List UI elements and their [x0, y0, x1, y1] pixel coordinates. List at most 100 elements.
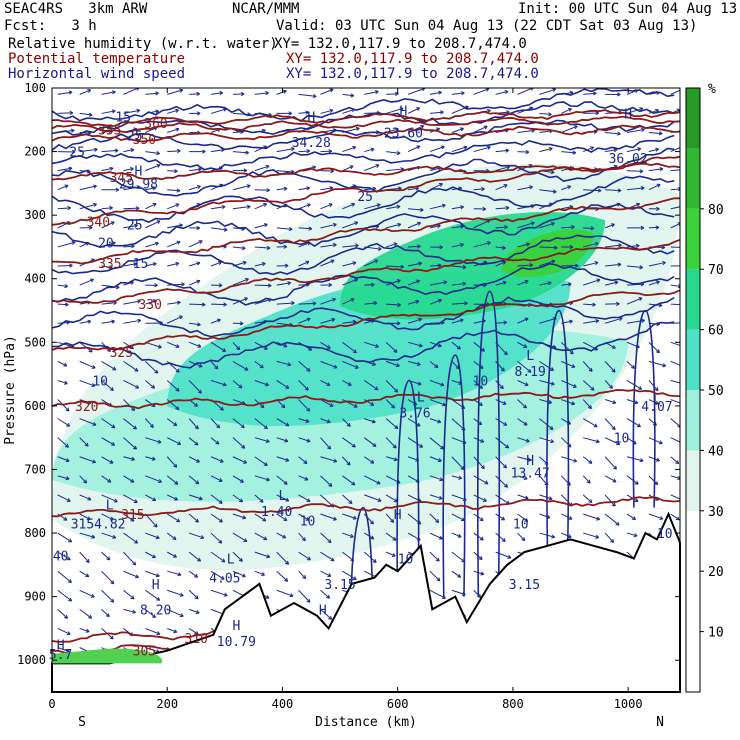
wind-vector — [626, 532, 638, 537]
extremum-label: 23.60 — [384, 127, 423, 142]
wind-vector-head — [175, 406, 180, 411]
wind-vector — [123, 456, 135, 461]
wind-contour-label: 10 — [92, 374, 108, 389]
wind-vector-head — [437, 298, 442, 303]
wind-vector — [451, 456, 465, 470]
wind-vector — [167, 627, 177, 633]
wind-vector-head — [418, 317, 423, 322]
wind-vector — [79, 320, 91, 324]
wind-vector — [451, 319, 464, 324]
wind-vector-head — [372, 443, 377, 447]
wind-vector — [298, 551, 311, 561]
wind-vector-head — [611, 368, 616, 373]
wind-vector-head — [352, 515, 357, 520]
wind-vector-head — [595, 319, 600, 324]
wind-vector-head — [85, 628, 90, 633]
wind-vector-head — [399, 107, 404, 112]
wind-vector-head — [156, 163, 161, 168]
wind-vector — [298, 361, 311, 372]
wind-vector-head — [435, 518, 440, 523]
wind-vector-head — [312, 301, 317, 306]
wind-vector-head — [639, 169, 644, 174]
wind-vector-head — [659, 167, 664, 172]
wind-vector-head — [530, 221, 535, 226]
wind-vector-head — [571, 364, 576, 368]
wind-vector — [451, 146, 468, 153]
wind-vector — [386, 303, 401, 306]
wind-vector — [254, 513, 267, 522]
wind-vector-head — [593, 423, 598, 428]
wind-vector — [517, 513, 529, 522]
wind-vector-head — [590, 146, 595, 151]
wind-vector — [254, 456, 268, 466]
wind-vector — [101, 149, 119, 153]
wind-vector — [539, 360, 554, 371]
extremum-label: H — [526, 454, 534, 469]
wind-vector — [342, 278, 358, 286]
wind-vector-head — [616, 301, 620, 306]
wind-vector-head — [437, 419, 442, 424]
wind-vector-head — [608, 384, 613, 389]
wind-vector-head — [567, 107, 572, 112]
wind-vector-head — [156, 596, 161, 601]
wind-vector-head — [390, 518, 395, 523]
wind-vector-head — [417, 244, 421, 249]
extremum-label: 4.07 — [641, 400, 672, 415]
wind-vector-head — [216, 424, 221, 429]
wind-vector-head — [639, 458, 644, 463]
wind-vector — [670, 341, 680, 347]
wind-vector — [626, 107, 643, 114]
wind-vector-head — [196, 322, 201, 327]
wind-vector — [517, 380, 529, 386]
wind-vector-head — [151, 384, 156, 389]
wind-vector — [79, 185, 97, 191]
wind-vector-head — [179, 223, 183, 228]
y-tick-label: 400 — [24, 272, 46, 286]
wind-vector — [79, 89, 91, 95]
wind-vector-head — [568, 515, 573, 520]
wind-vector — [604, 532, 614, 543]
wind-vector-head — [326, 345, 331, 349]
wind-vector-head — [304, 476, 309, 481]
wind-vector-head — [197, 184, 201, 190]
wind-vector-head — [377, 246, 382, 251]
extremum-label: H — [152, 578, 160, 593]
wind-vector — [495, 494, 510, 505]
wind-vector — [495, 380, 504, 389]
wind-vector — [407, 88, 426, 95]
wind-vector — [451, 206, 464, 210]
wind-vector — [626, 265, 643, 268]
wind-vector — [561, 151, 576, 154]
wind-vector-head — [419, 207, 424, 212]
wind-contour-label: 25 — [127, 219, 143, 234]
wind-vector-head — [574, 263, 579, 268]
wind-vector — [57, 91, 73, 95]
wind-vector-head — [640, 225, 645, 230]
wind-speed-contour — [396, 379, 420, 610]
wind-vector-head — [202, 149, 206, 154]
wind-vector-head — [306, 149, 311, 154]
wind-vector-head — [637, 147, 642, 152]
wind-vector — [364, 148, 375, 153]
wind-vector — [254, 475, 270, 481]
wind-vector-head — [239, 498, 244, 503]
wind-vector — [364, 164, 380, 172]
wind-vector-head — [172, 536, 177, 540]
wind-vector-head — [109, 205, 113, 211]
wind-vector-head — [610, 538, 615, 543]
wind-vector-head — [610, 223, 615, 228]
wind-vector — [210, 341, 226, 352]
wind-vector-head — [111, 319, 115, 324]
wind-vector — [386, 279, 401, 286]
wind-vector-head — [330, 259, 335, 264]
wind-vector-head — [329, 186, 334, 191]
wind-vector-head — [214, 365, 219, 370]
theta-label: 355 — [98, 123, 121, 138]
wind-vector-head — [526, 242, 530, 247]
wind-vector-head — [442, 402, 446, 407]
wind-vector-head — [658, 440, 663, 445]
wind-vector-head — [377, 498, 382, 503]
wind-vector-head — [109, 387, 114, 392]
wind-vector-head — [524, 317, 529, 322]
wind-vector-head — [586, 479, 591, 484]
